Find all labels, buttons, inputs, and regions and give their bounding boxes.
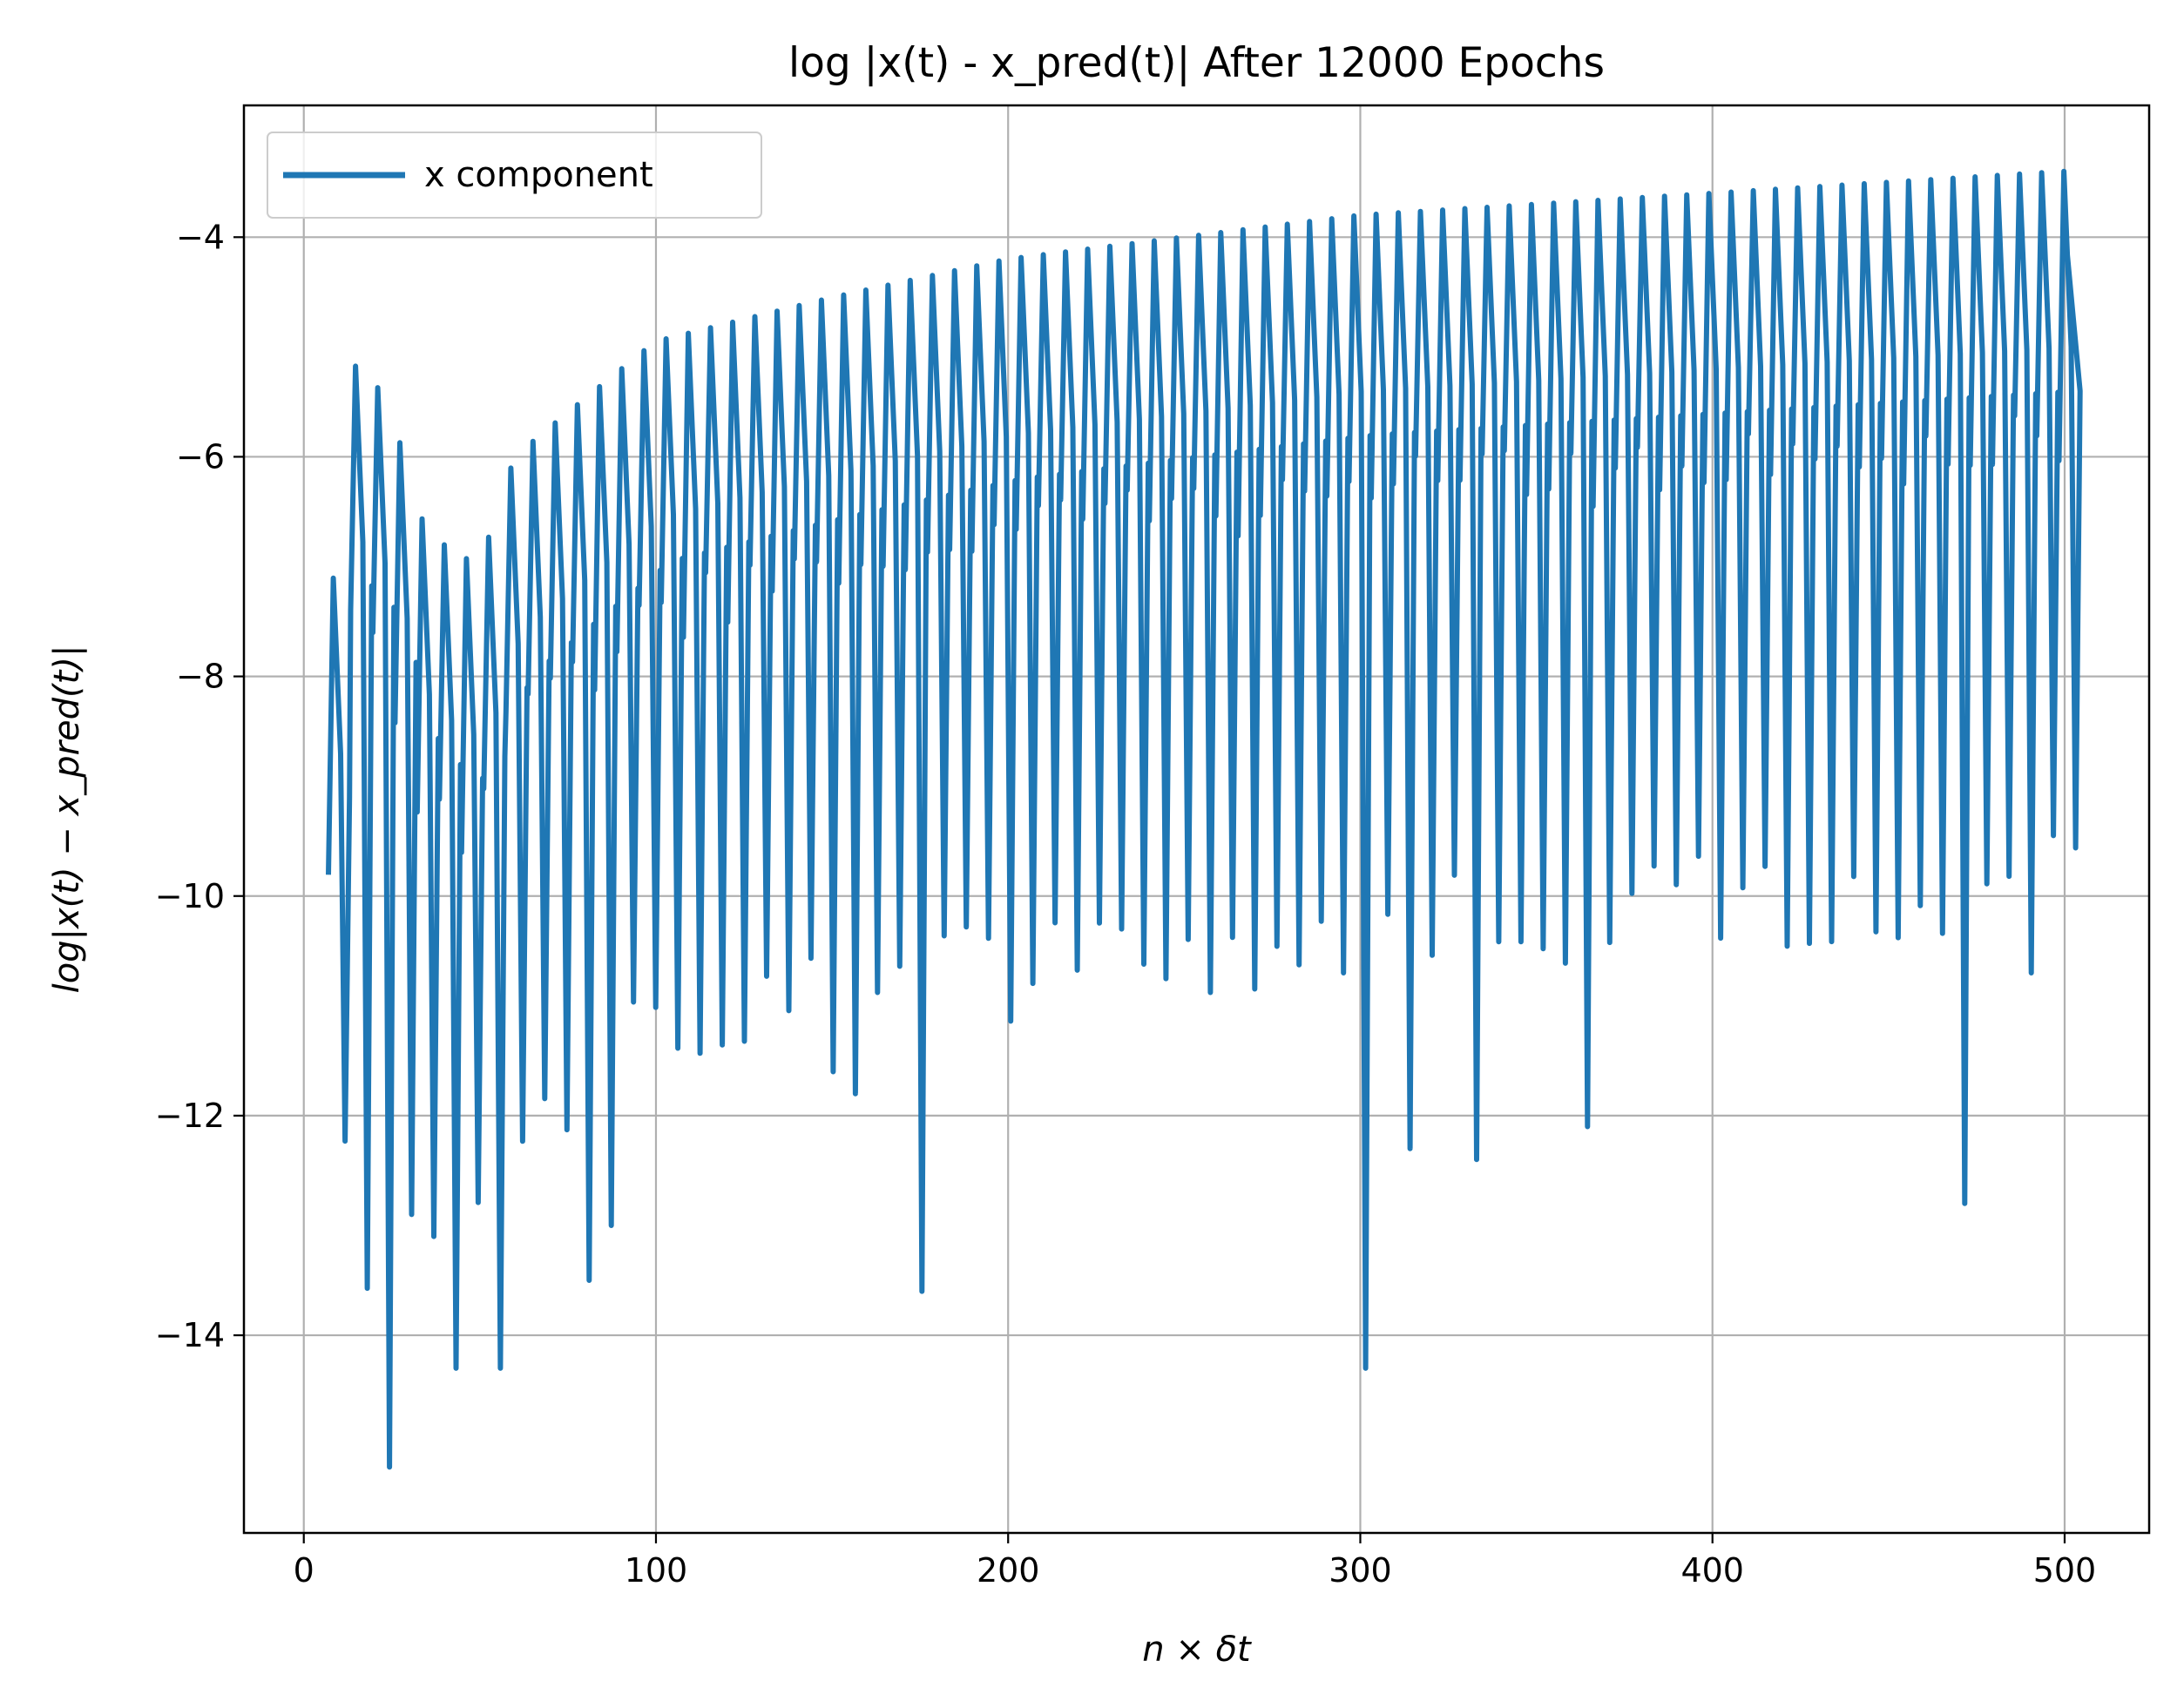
x-tick-label: 100 xyxy=(625,1551,688,1590)
x-axis-label: n × δt xyxy=(1142,1630,1252,1670)
x-tick-label: 0 xyxy=(294,1551,314,1590)
ticks: 0 100 200 300 400 500 −4 −6 −8 −10 −12 −14 xyxy=(155,218,2096,1590)
legend-entry-label: x component xyxy=(424,155,653,195)
x-tick-label: 200 xyxy=(977,1551,1040,1590)
y-tick-label: −6 xyxy=(176,437,225,476)
y-tick-label: −10 xyxy=(155,877,225,915)
legend-box xyxy=(267,132,762,219)
x-tick-label: 400 xyxy=(1680,1551,1744,1590)
y-tick-label: −12 xyxy=(155,1097,225,1135)
y-tick-label: −4 xyxy=(176,218,225,256)
x-tick-label: 300 xyxy=(1329,1551,1392,1590)
y-tick-label: −8 xyxy=(176,658,225,696)
y-tick-label: −14 xyxy=(155,1316,225,1354)
series-line-x-component xyxy=(326,168,2083,1470)
y-axis-label: log|x(t) − x_pred(t)| xyxy=(47,645,87,994)
plot-frame xyxy=(242,104,2151,1535)
chart-title: log |x(t) - x_pred(t)| After 12000 Epoch… xyxy=(788,39,1605,87)
series-layer xyxy=(326,168,2083,1470)
legend: x component xyxy=(267,132,762,219)
x-tick-label: 500 xyxy=(2033,1551,2097,1590)
